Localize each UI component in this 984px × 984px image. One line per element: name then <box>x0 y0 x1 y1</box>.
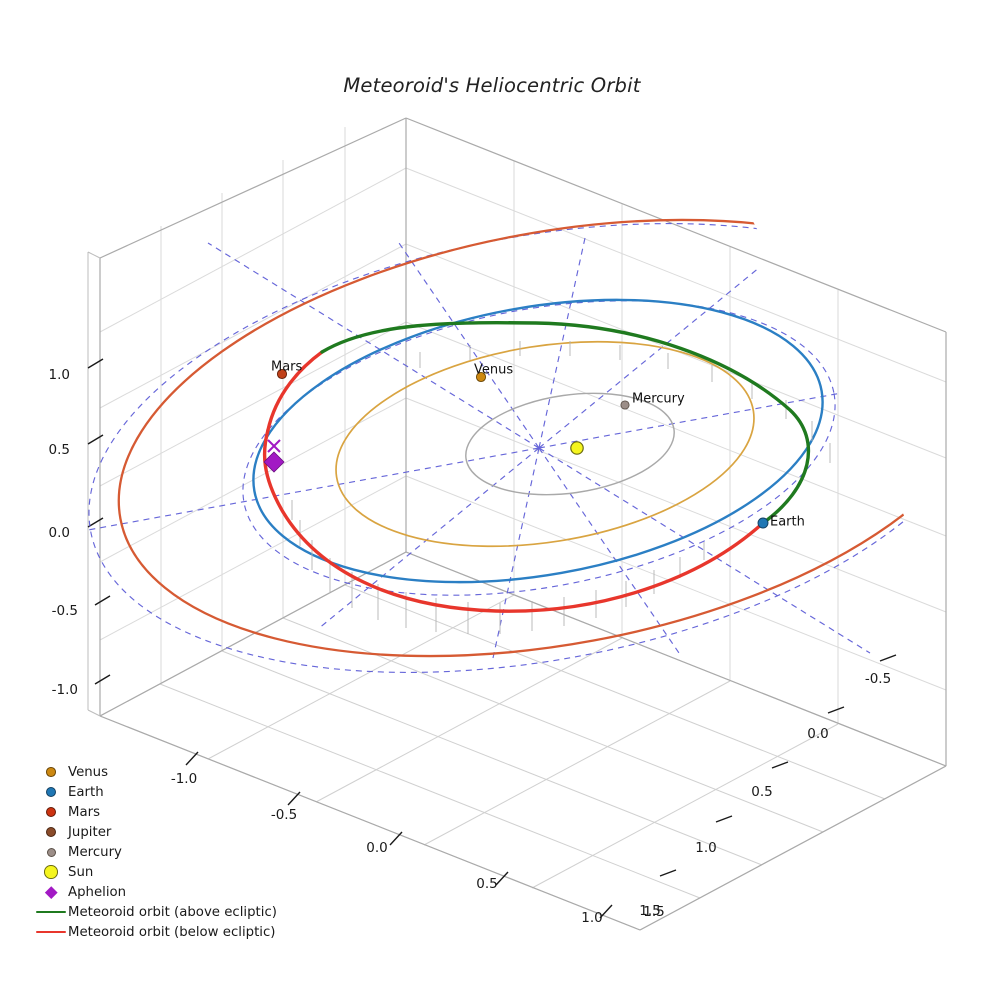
pane-grid-left <box>99 118 407 717</box>
axis-box-inner-edge <box>87 251 101 717</box>
marker-sun <box>570 441 584 455</box>
red-line-icon <box>34 930 68 934</box>
orbit-mars <box>117 218 968 658</box>
legend-label: Sun <box>68 864 94 880</box>
body-markers <box>263 368 769 529</box>
marker-aphelion-cross <box>267 439 281 453</box>
legend-item-meteoroid-below[interactable]: Meteoroid orbit (below ecliptic) <box>34 922 302 942</box>
legend-label: Venus <box>68 764 109 780</box>
axis-box-edges <box>99 117 947 931</box>
legend-item-mercury[interactable]: Mercury <box>34 842 302 862</box>
y-tick-label: 0.0 <box>807 726 829 742</box>
y-tick-label: 1.0 <box>695 840 717 856</box>
legend-item-jupiter[interactable]: Jupiter <box>34 822 302 842</box>
venus-marker-icon <box>34 767 68 777</box>
aphelion-diamond-icon <box>34 885 68 899</box>
meteoroid-orbit-above <box>320 321 811 525</box>
meteoroid-orbit-below <box>262 428 765 613</box>
legend-item-mars[interactable]: Mars <box>34 802 302 822</box>
label-mars: Mars <box>271 359 303 375</box>
orbit-venus <box>335 340 755 548</box>
legend-label: Meteoroid orbit (above ecliptic) <box>68 904 277 920</box>
green-line-icon <box>34 910 68 914</box>
x-tick-label: 1.0 <box>581 910 603 926</box>
pane-grid-right <box>405 118 947 767</box>
jupiter-marker-icon <box>34 827 68 837</box>
z-tick-label: 0.5 <box>48 442 70 458</box>
label-mercury: Mercury <box>632 391 685 407</box>
marker-mars <box>276 368 288 380</box>
page-title: Meteoroid's Heliocentric Orbit <box>343 74 641 97</box>
y-tick-label: -0.5 <box>864 671 892 687</box>
z-tick-label: -1.0 <box>51 682 78 698</box>
marker-mercury <box>620 400 630 410</box>
label-earth: Earth <box>770 514 805 530</box>
marker-aphelion <box>263 451 285 473</box>
x-tick-label: -1.0 <box>170 771 198 787</box>
orbit-mercury <box>465 392 675 496</box>
ecliptic-reference-grid <box>88 223 968 673</box>
legend-label: Meteoroid orbit (below ecliptic) <box>68 924 276 940</box>
legend-label: Mars <box>68 804 101 820</box>
marker-earth <box>757 517 769 529</box>
legend-label: Jupiter <box>68 824 112 840</box>
y-tick-label: 0.5 <box>751 784 773 800</box>
legend-item-aphelion[interactable]: Aphelion <box>34 882 302 902</box>
z-tick-label: 1.0 <box>48 367 70 383</box>
x-tick-label: 0.0 <box>366 840 388 856</box>
z-tick-label: -0.5 <box>51 603 78 619</box>
legend: Venus Earth Mars Jupiter Mercury <box>34 762 302 942</box>
tick-marks <box>87 358 897 919</box>
marker-venus <box>475 371 487 383</box>
x-tick-label: 1.5 <box>643 904 665 920</box>
sun-marker-icon <box>34 865 68 879</box>
legend-label: Aphelion <box>68 884 127 900</box>
legend-label: Mercury <box>68 844 122 860</box>
legend-item-venus[interactable]: Venus <box>34 762 302 782</box>
y-tick-label: 1.5 <box>639 903 661 919</box>
legend-item-meteoroid-above[interactable]: Meteoroid orbit (above ecliptic) <box>34 902 302 922</box>
earth-marker-icon <box>34 786 68 798</box>
mercury-marker-icon <box>34 847 68 857</box>
z-tick-label: 0.0 <box>48 525 70 541</box>
legend-label: Earth <box>68 784 104 800</box>
label-venus: Venus <box>474 362 514 378</box>
mars-marker-icon <box>34 807 68 817</box>
x-tick-label: 0.5 <box>476 876 498 892</box>
legend-item-earth[interactable]: Earth <box>34 782 302 802</box>
legend-item-sun[interactable]: Sun <box>34 862 302 882</box>
x-tick-label: -0.5 <box>270 807 298 823</box>
orbit-earth <box>252 298 824 584</box>
meteoroid-orbit-below-upper <box>266 350 324 432</box>
drop-lines <box>291 341 831 634</box>
